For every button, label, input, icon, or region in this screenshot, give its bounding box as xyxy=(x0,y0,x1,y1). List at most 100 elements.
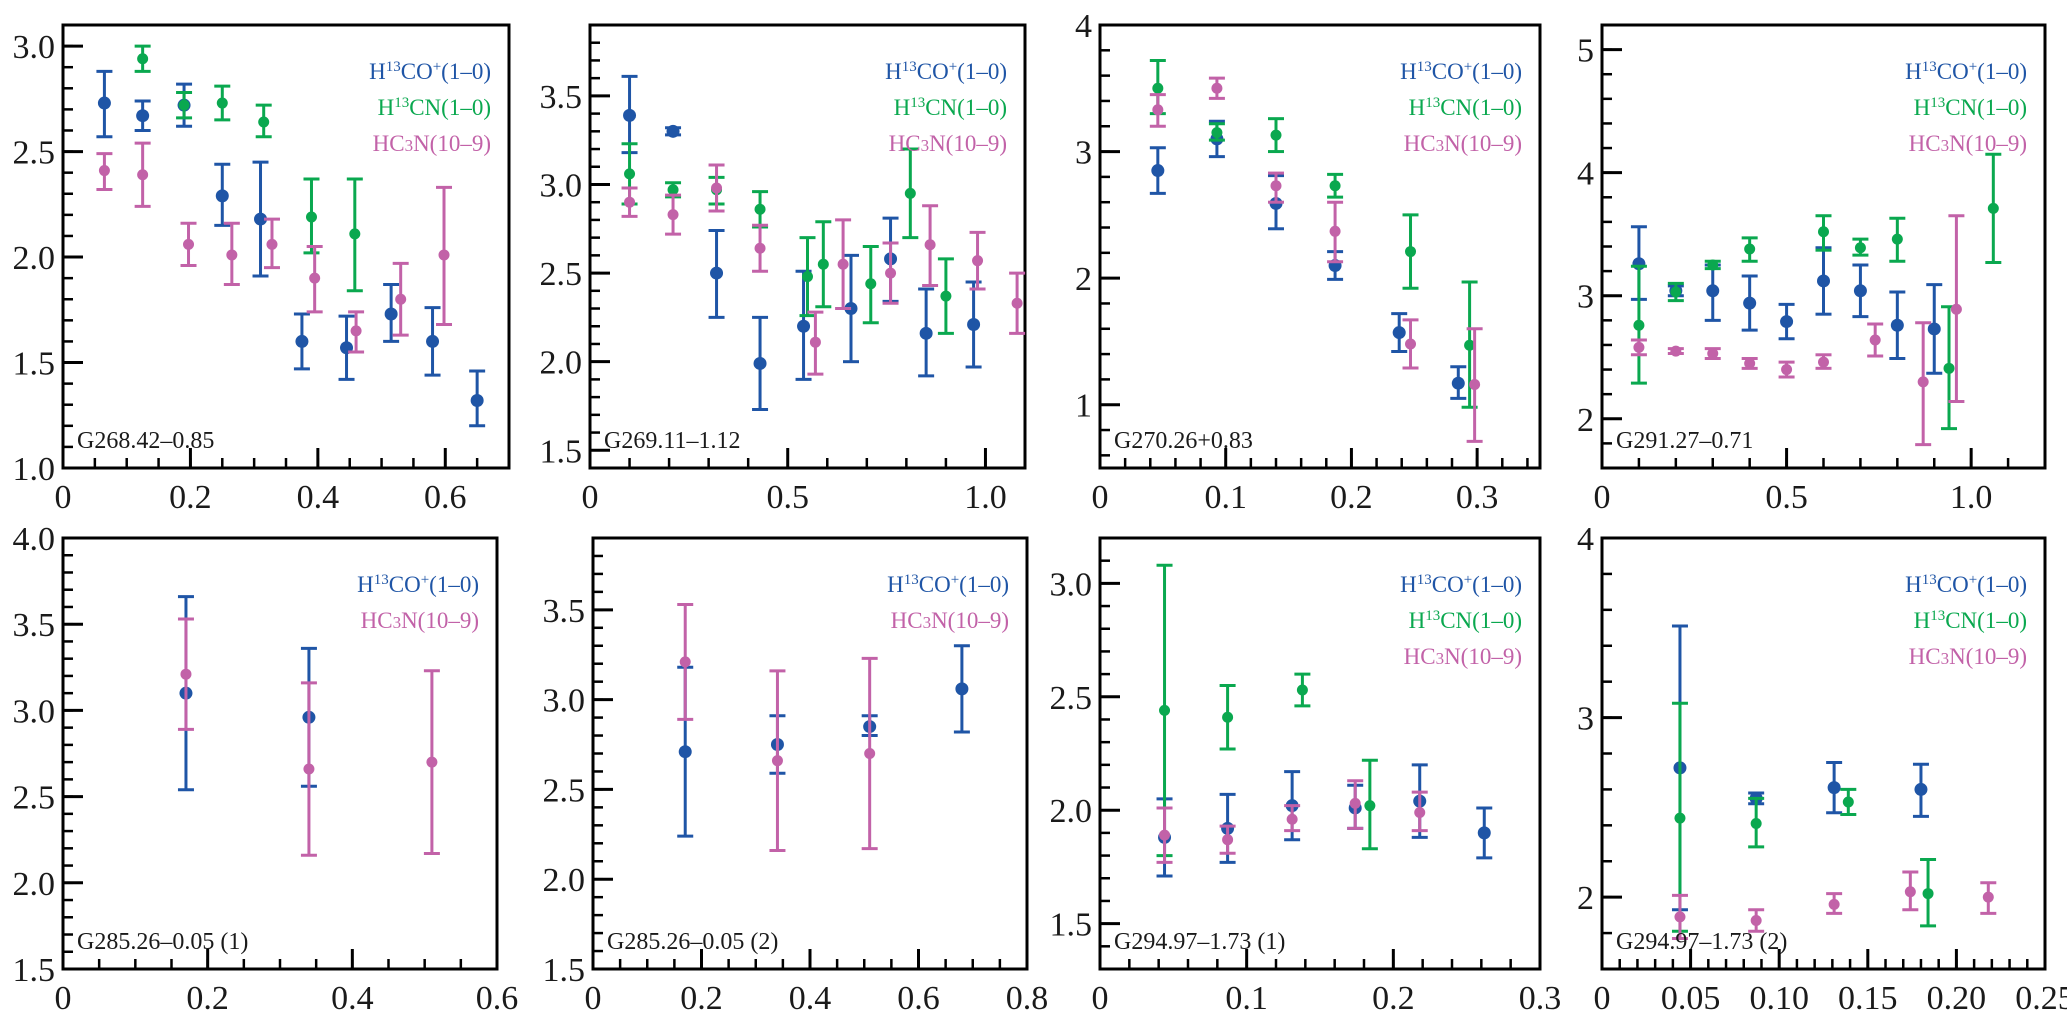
series-h13coplus xyxy=(177,595,317,792)
series-h13cn xyxy=(1671,701,1937,933)
series-hc3n xyxy=(1671,870,1997,940)
series-h13cn xyxy=(1156,563,1378,858)
y-tick-label: 3.0 xyxy=(13,29,56,66)
marker xyxy=(395,293,407,305)
marker xyxy=(679,656,691,668)
data-point xyxy=(252,160,269,278)
data-point xyxy=(424,306,441,377)
x-tick-label: 0.20 xyxy=(1927,980,1987,1017)
data-point xyxy=(1268,117,1284,154)
legend-entry: H13CN(1–0) xyxy=(1914,608,2027,633)
source-name-label: G270.26+0.83 xyxy=(1114,428,1253,454)
data-point xyxy=(469,369,486,428)
y-tick-label: 1.0 xyxy=(13,451,56,488)
marker xyxy=(97,96,111,110)
marker xyxy=(1780,315,1794,329)
legend-entry: HC3N(10–9) xyxy=(373,131,491,156)
x-tick-label: 0.05 xyxy=(1661,980,1721,1017)
marker xyxy=(1914,782,1928,796)
marker xyxy=(1927,322,1941,336)
x-tick-label: 0.25 xyxy=(2015,980,2067,1017)
y-tick-label: 2.5 xyxy=(13,780,56,817)
data-point xyxy=(922,204,939,287)
marker xyxy=(1743,296,1757,310)
marker xyxy=(667,184,679,196)
panel-6: 1.5 2.0 2.5 3.0 3.5 0 0.2 0.4 0.6 0.8 H13CO+(1–0) H… xyxy=(543,536,1048,1017)
source-name-label: G294.97–1.73 (1) xyxy=(1114,929,1285,955)
data-point xyxy=(134,141,151,208)
marker xyxy=(678,745,692,759)
data-point xyxy=(1327,200,1344,264)
marker xyxy=(1451,376,1465,390)
data-point xyxy=(1476,806,1493,860)
marker xyxy=(1222,834,1234,846)
data-point xyxy=(306,245,323,314)
marker xyxy=(955,682,969,696)
marker xyxy=(885,267,897,279)
legend-entry: H13CN(1–0) xyxy=(894,95,1007,120)
marker xyxy=(1477,826,1491,840)
marker xyxy=(1364,800,1376,812)
marker xyxy=(972,255,984,267)
y-tick-label: 3 xyxy=(1577,701,1594,738)
panel-7: 1.5 2.0 2.5 3.0 0 0.1 0.2 0.3 H13CO+(1–0) H13CN(1… xyxy=(1050,536,1561,1017)
x-tick-label: 0.4 xyxy=(297,479,340,516)
x-tick-label: 0.4 xyxy=(331,980,374,1017)
data-point xyxy=(176,91,193,120)
marker xyxy=(1950,303,1962,315)
marker xyxy=(266,238,278,250)
data-point xyxy=(303,177,320,255)
y-tick-label: 4.0 xyxy=(13,521,56,558)
marker xyxy=(258,116,270,128)
source-name-label: G294.97–1.73 (2) xyxy=(1616,929,1787,955)
marker xyxy=(753,356,767,370)
data-point xyxy=(1826,892,1843,915)
data-point xyxy=(1867,322,1884,358)
panel-4: 2 3 4 5 0 0.5 1.0 H13CO+(1–0) H13CN(1–0) HC3N(10–… xyxy=(1577,23,2047,516)
marker xyxy=(1706,284,1720,298)
y-tick-label: 2.5 xyxy=(13,135,56,172)
data-point xyxy=(1671,893,1688,940)
marker xyxy=(1286,813,1298,825)
marker xyxy=(1922,888,1934,900)
source-name-label: G291.27–0.71 xyxy=(1616,428,1753,454)
y-tick-label: 2.0 xyxy=(543,862,586,899)
marker xyxy=(1828,898,1840,910)
marker xyxy=(350,325,362,337)
marker xyxy=(438,249,450,261)
marker xyxy=(384,307,398,321)
marker xyxy=(1296,684,1308,696)
data-point xyxy=(862,245,879,325)
legend-entry: H13CO+(1–0) xyxy=(357,572,479,597)
marker xyxy=(1151,164,1165,178)
y-tick-label: 2 xyxy=(1577,402,1594,439)
marker xyxy=(137,169,149,181)
data-point xyxy=(1450,365,1467,400)
y-tick-label: 2.0 xyxy=(13,240,56,277)
marker xyxy=(1904,886,1916,898)
data-point xyxy=(348,310,365,354)
series-hc3n xyxy=(1156,779,1428,864)
data-point xyxy=(902,147,919,240)
data-point xyxy=(1748,796,1765,849)
data-point xyxy=(1741,356,1758,370)
data-point xyxy=(1741,274,1758,332)
y-tick-label: 1.5 xyxy=(540,433,583,470)
marker xyxy=(710,266,724,280)
source-name-label: G285.26–0.05 (1) xyxy=(77,929,248,955)
data-point xyxy=(882,241,899,305)
x-tick-label: 0 xyxy=(55,479,72,516)
data-point xyxy=(1411,790,1428,833)
data-point xyxy=(1815,353,1832,370)
marker xyxy=(1890,318,1904,332)
y-tick-label: 3.5 xyxy=(543,593,586,630)
marker xyxy=(1987,202,1999,214)
y-tick-label: 2.0 xyxy=(1050,793,1093,830)
data-point xyxy=(937,257,954,335)
marker xyxy=(1842,796,1854,808)
data-point xyxy=(1826,760,1843,815)
data-point xyxy=(752,223,769,273)
y-tick-label: 3.5 xyxy=(13,607,56,644)
series-hc3n xyxy=(1149,76,1483,443)
